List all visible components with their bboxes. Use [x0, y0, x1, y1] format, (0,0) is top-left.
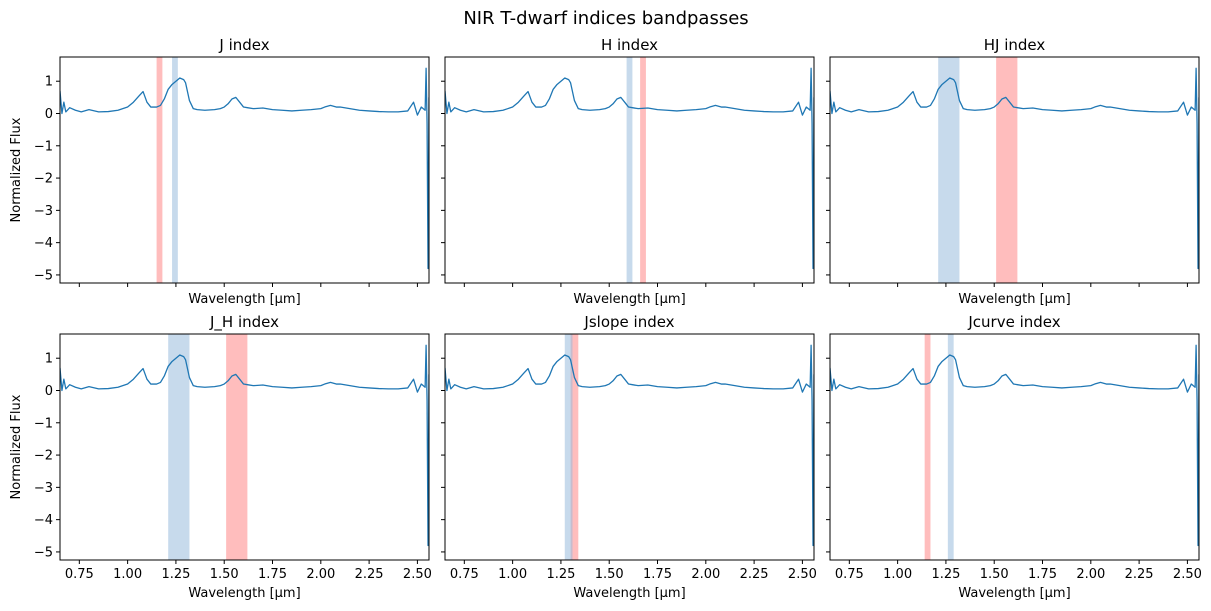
axes-frame: [444, 56, 815, 284]
x-tick-label: 2.50: [403, 567, 432, 582]
y-tick-label: 1: [45, 352, 53, 367]
panel-title: Jcurve index: [967, 313, 1060, 331]
x-tick-label: 1.75: [1028, 567, 1057, 582]
panel-title: Jslope index: [583, 313, 674, 331]
x-tick-label: 1.00: [113, 567, 142, 582]
axes-frame: [59, 56, 430, 284]
panel-title: H index: [601, 36, 658, 54]
plot-area: [830, 334, 1199, 560]
y-tick-label: 1: [45, 75, 53, 90]
x-tick-label: 2.00: [691, 567, 720, 582]
y-tick-label: −2: [34, 172, 53, 187]
numerator-band: [996, 57, 1018, 283]
axes-frame: [829, 333, 1200, 561]
numerator-band: [570, 334, 579, 560]
panel-4: 0.75 1.00 1.25 1.50 1.75 2.00 2.25 2.50 1 0 −1 −2 −3…: [9, 313, 432, 601]
x-tick-label: 2.50: [788, 567, 817, 582]
x-axis-label: Wavelength [μm]: [958, 292, 1070, 307]
x-tick-label: 1.50: [210, 567, 239, 582]
panel-5: 0.75 1.00 1.25 1.50 1.75 2.00 2.25 2.50 Jslope i…: [441, 313, 817, 601]
x-axis-label: Wavelength [μm]: [188, 292, 300, 307]
spectrum-line: [445, 344, 814, 547]
denominator-band: [172, 57, 178, 283]
denominator-band: [947, 334, 954, 560]
y-tick-label: −5: [34, 545, 53, 560]
y-tick-label: −1: [34, 416, 53, 431]
numerator-band: [156, 57, 163, 283]
x-tick-label: 0.75: [450, 567, 479, 582]
x-tick-label: 2.25: [355, 567, 384, 582]
axes-frame: [829, 56, 1200, 284]
numerator-band: [640, 57, 646, 283]
y-tick-label: −2: [34, 449, 53, 464]
x-tick-label: 1.25: [161, 567, 190, 582]
x-tick-label: 1.75: [258, 567, 287, 582]
panel-3: HJ index Wavelength [μm]: [826, 36, 1200, 307]
axes-frame: [59, 333, 430, 561]
plot-area: [60, 57, 429, 283]
x-tick-label: 2.00: [306, 567, 335, 582]
y-tick-label: 0: [45, 384, 53, 399]
x-axis-label: Wavelength [μm]: [573, 292, 685, 307]
y-tick-label: −1: [34, 139, 53, 154]
x-axis-label: Wavelength [μm]: [573, 586, 685, 601]
x-tick-label: 1.25: [546, 567, 575, 582]
x-tick-label: 1.75: [643, 567, 672, 582]
x-tick-label: 1.00: [498, 567, 527, 582]
panel-title: J index: [218, 36, 269, 54]
axes-frame: [444, 333, 815, 561]
denominator-band: [938, 57, 960, 283]
y-axis-label: Normalized Flux: [9, 394, 24, 499]
numerator-band: [924, 334, 931, 560]
x-axis-label: Wavelength [μm]: [188, 586, 300, 601]
x-tick-label: 1.50: [980, 567, 1009, 582]
denominator-band: [626, 57, 633, 283]
spectrum-line: [830, 67, 1199, 270]
x-tick-label: 0.75: [65, 567, 94, 582]
panel-title: HJ index: [984, 36, 1046, 54]
x-tick-label: 1.00: [883, 567, 912, 582]
numerator-band: [226, 334, 248, 560]
plot-area: [60, 334, 429, 560]
panel-1: 1 0 −1 −2 −3 −4 −5 J index Wavelength [μm] Normal…: [9, 36, 430, 307]
panel-2: H index Wavelength [μm]: [441, 36, 815, 307]
x-tick-label: 2.00: [1076, 567, 1105, 582]
x-tick-label: 2.25: [1125, 567, 1154, 582]
x-tick-label: 2.50: [1173, 567, 1202, 582]
x-tick-label: 2.25: [740, 567, 769, 582]
spectrum-line: [60, 67, 429, 270]
spectrum-line: [445, 67, 814, 270]
y-tick-label: 0: [45, 107, 53, 122]
plot-area: [445, 57, 814, 283]
denominator-band: [564, 334, 573, 560]
figure-suptitle: NIR T-dwarf indices bandpasses: [463, 8, 748, 29]
spectrum-line: [830, 344, 1199, 547]
x-tick-label: 0.75: [835, 567, 864, 582]
denominator-band: [168, 334, 190, 560]
y-tick-label: −4: [34, 513, 53, 528]
y-tick-label: −3: [34, 204, 53, 219]
y-tick-label: −5: [34, 268, 53, 283]
x-tick-label: 1.50: [595, 567, 624, 582]
y-axis-label: Normalized Flux: [9, 117, 24, 222]
y-tick-label: −4: [34, 236, 53, 251]
plot-area: [830, 57, 1199, 283]
y-tick-label: −3: [34, 481, 53, 496]
panel-title: J_H index: [209, 313, 279, 332]
x-tick-label: 1.25: [931, 567, 960, 582]
panel-6: 0.75 1.00 1.25 1.50 1.75 2.00 2.25 2.50 Jcurve i…: [826, 313, 1202, 601]
plot-area: [445, 334, 814, 560]
spectrum-line: [60, 344, 429, 547]
x-axis-label: Wavelength [μm]: [958, 586, 1070, 601]
